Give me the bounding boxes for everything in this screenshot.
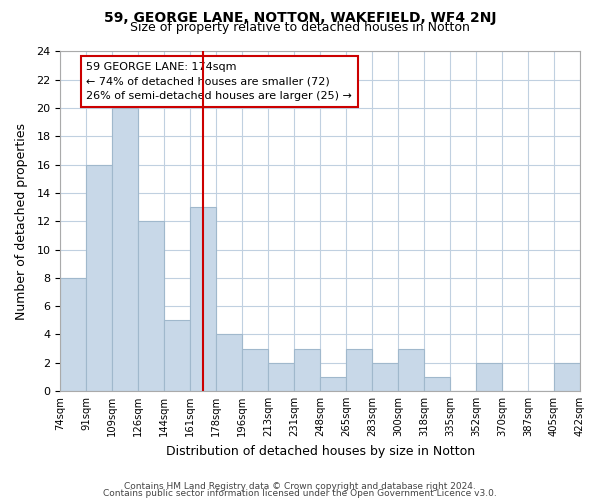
Text: 59, GEORGE LANE, NOTTON, WAKEFIELD, WF4 2NJ: 59, GEORGE LANE, NOTTON, WAKEFIELD, WF4 …	[104, 11, 496, 25]
Bar	[61, 278, 86, 391]
Bar	[320, 377, 346, 391]
Bar	[294, 348, 320, 391]
Bar	[242, 348, 268, 391]
Text: Contains public sector information licensed under the Open Government Licence v3: Contains public sector information licen…	[103, 489, 497, 498]
Bar	[86, 164, 112, 391]
Bar	[138, 221, 164, 391]
Text: Size of property relative to detached houses in Notton: Size of property relative to detached ho…	[130, 22, 470, 35]
Bar	[424, 377, 450, 391]
Bar	[112, 108, 138, 391]
Bar	[398, 348, 424, 391]
Bar	[372, 362, 398, 391]
Bar	[476, 362, 502, 391]
Bar	[346, 348, 372, 391]
Y-axis label: Number of detached properties: Number of detached properties	[15, 122, 28, 320]
Bar	[190, 207, 216, 391]
X-axis label: Distribution of detached houses by size in Notton: Distribution of detached houses by size …	[166, 444, 475, 458]
Bar	[268, 362, 294, 391]
Bar	[554, 362, 580, 391]
Text: 59 GEORGE LANE: 174sqm
← 74% of detached houses are smaller (72)
26% of semi-det: 59 GEORGE LANE: 174sqm ← 74% of detached…	[86, 62, 352, 102]
Bar	[216, 334, 242, 391]
Bar	[164, 320, 190, 391]
Text: Contains HM Land Registry data © Crown copyright and database right 2024.: Contains HM Land Registry data © Crown c…	[124, 482, 476, 491]
